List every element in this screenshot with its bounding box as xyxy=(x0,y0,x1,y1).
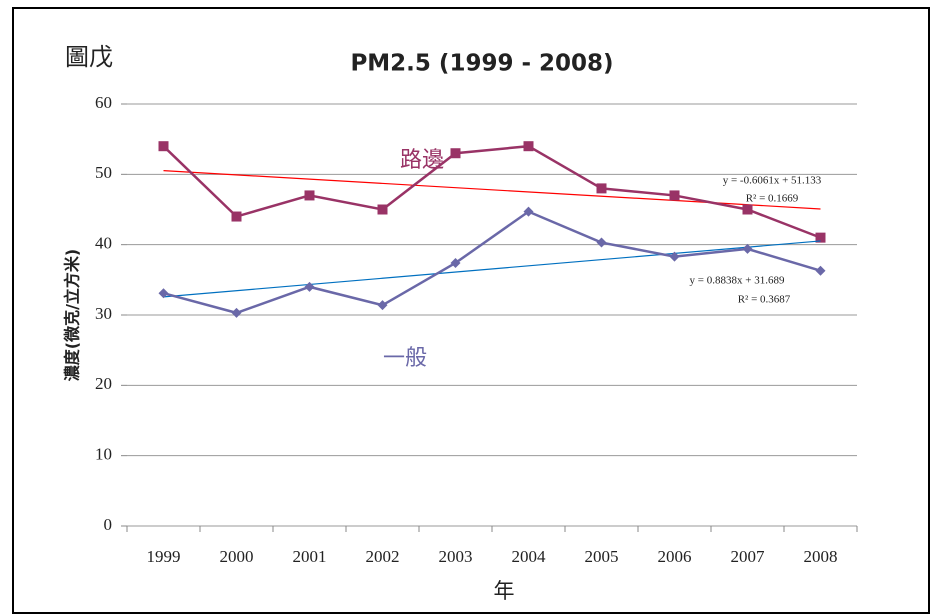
marker xyxy=(158,288,169,299)
frame xyxy=(12,7,930,614)
x-axis-label: 年 xyxy=(494,579,515,603)
marker xyxy=(742,204,753,215)
x-tick-label: 2002 xyxy=(366,547,400,566)
x-tick-label: 2000 xyxy=(220,547,254,566)
x-tick-label: 1999 xyxy=(147,547,181,566)
x-tick-label: 2003 xyxy=(439,547,473,566)
marker xyxy=(815,265,826,276)
marker xyxy=(158,141,169,152)
marker xyxy=(523,141,534,152)
x-tick-label: 2008 xyxy=(804,547,838,566)
marker xyxy=(523,206,534,217)
figure-label: 圖戊 xyxy=(65,43,113,71)
series-line xyxy=(163,210,821,315)
y-tick-label: 30 xyxy=(95,304,112,323)
x-tick-label: 2005 xyxy=(585,547,619,566)
marker xyxy=(669,251,680,262)
y-tick-label: 10 xyxy=(95,445,112,464)
series-label: 一般 xyxy=(383,345,427,370)
marker xyxy=(450,148,461,159)
series-line xyxy=(162,144,821,239)
marker xyxy=(742,243,753,254)
marker xyxy=(377,300,388,311)
x-tick-label: 2001 xyxy=(293,547,327,566)
y-tick-label: 60 xyxy=(95,93,112,112)
marker xyxy=(304,190,315,201)
marker xyxy=(231,307,242,318)
x-tick-label: 2004 xyxy=(512,547,547,566)
marker xyxy=(377,204,388,215)
marker xyxy=(304,281,315,292)
marker xyxy=(596,237,607,248)
series-label: 路邊 xyxy=(400,147,444,172)
trend-r2: R² = 0.1669 xyxy=(746,193,799,205)
x-tick-label: 2007 xyxy=(731,547,766,566)
trend-equation: y = -0.6061x + 51.133 xyxy=(723,175,822,187)
marker xyxy=(669,190,680,201)
y-axis-label: 濃度(微克/立方米) xyxy=(63,249,82,381)
trend-r2: R² = 0.3687 xyxy=(738,294,791,306)
marker xyxy=(450,257,461,268)
y-tick-label: 20 xyxy=(95,374,112,393)
marker xyxy=(815,232,826,243)
trendline xyxy=(163,240,821,298)
marker xyxy=(596,183,607,194)
x-tick-label: 2006 xyxy=(658,547,692,566)
chart-title: PM2.5 (1999 - 2008) xyxy=(350,51,613,77)
y-tick-label: 40 xyxy=(95,234,112,253)
y-tick-label: 50 xyxy=(95,163,112,182)
y-tick-label: 0 xyxy=(104,515,113,534)
trend-equation: y = 0.8838x + 31.689 xyxy=(690,275,785,287)
marker xyxy=(231,211,242,222)
